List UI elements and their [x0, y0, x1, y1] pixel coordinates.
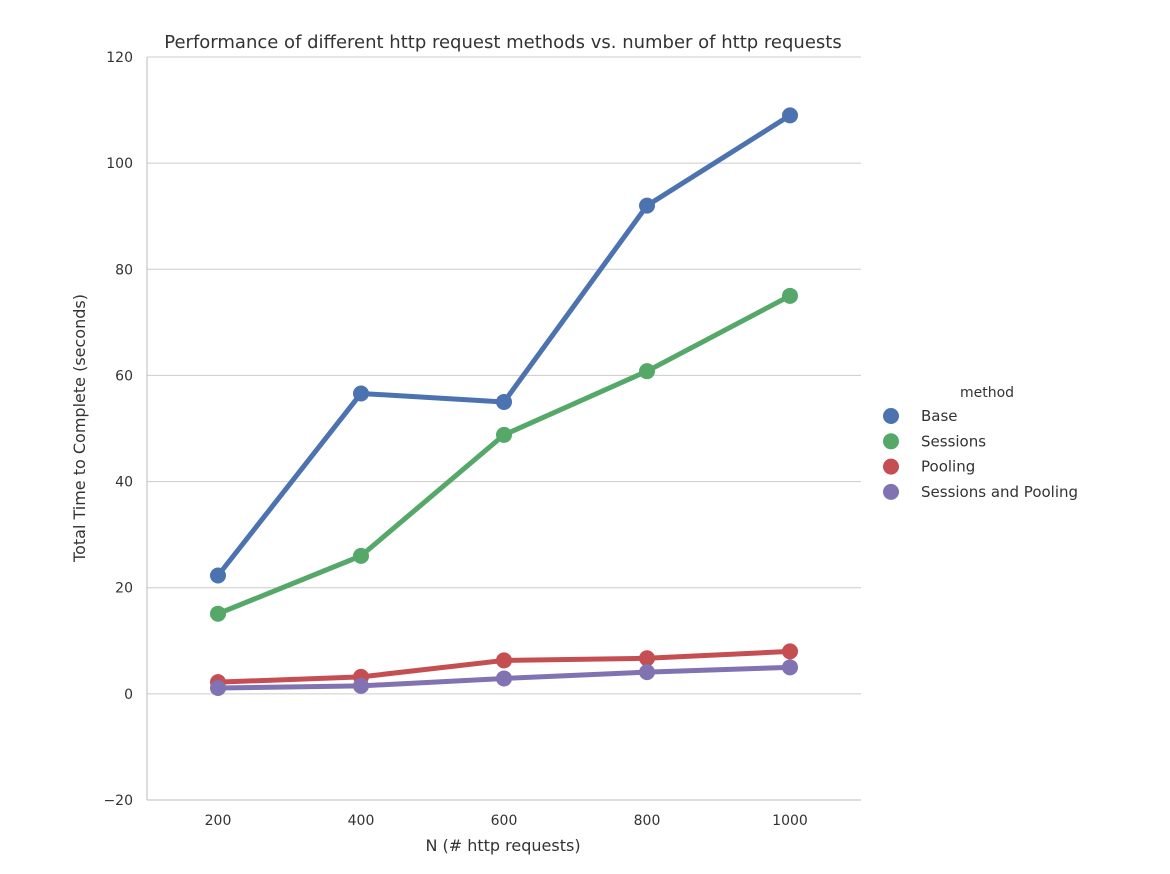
x-tick-label: 400	[348, 813, 375, 829]
legend-items: Base Sessions Pooling Sessions and Pooling	[883, 407, 1078, 501]
series-layer	[210, 107, 798, 697]
tick-labels: −20 0 20 40 60 80 100 120 200 400 600 800 1000	[103, 50, 807, 829]
y-axis-label: Total Time to Complete (seconds)	[70, 294, 89, 563]
legend-label: Sessions and Pooling	[921, 483, 1078, 501]
x-tick-label: 600	[491, 813, 518, 829]
data-point	[639, 650, 655, 667]
data-point	[353, 677, 369, 694]
data-point	[639, 197, 655, 214]
legend-marker	[883, 483, 899, 500]
series-line	[215, 112, 793, 579]
data-point	[353, 547, 369, 564]
series-line	[215, 293, 793, 617]
legend-label: Pooling	[921, 458, 975, 476]
x-tick-label: 1000	[772, 813, 808, 829]
data-point	[496, 426, 512, 443]
y-tick-label: 60	[115, 368, 133, 384]
y-tick-label: 40	[115, 475, 133, 491]
data-point	[210, 680, 226, 697]
legend-marker	[883, 458, 899, 475]
series-sessions	[210, 287, 798, 622]
y-tick-label: 0	[124, 687, 133, 703]
x-tick-label: 800	[634, 813, 661, 829]
y-tick-label: 20	[115, 581, 133, 597]
data-point	[639, 664, 655, 681]
y-tick-label: −20	[103, 793, 133, 809]
y-tick-label: 100	[106, 156, 133, 172]
legend-marker	[883, 408, 899, 424]
data-point	[782, 659, 798, 676]
y-tick-label: 80	[115, 262, 133, 278]
legend-label: Sessions	[921, 432, 986, 450]
legend-label: Base	[921, 407, 958, 425]
series-base	[210, 107, 798, 584]
axes	[146, 57, 861, 801]
x-axis-label: N (# http requests)	[425, 836, 580, 855]
legend-title: method	[960, 385, 1014, 401]
data-point	[496, 652, 512, 669]
y-tick-label: 120	[106, 50, 133, 66]
legend-marker	[883, 433, 899, 450]
data-point	[782, 287, 798, 304]
data-point	[210, 567, 226, 584]
series-sessions-and-pooling	[210, 659, 798, 697]
legend: method Base Sessions Pooling Sessions and P…	[883, 385, 1078, 501]
data-point	[496, 393, 512, 410]
data-point	[210, 605, 226, 622]
data-point	[639, 363, 655, 380]
data-point	[496, 670, 512, 687]
data-point	[782, 107, 798, 124]
chart-title: Performance of different http request me…	[164, 32, 841, 53]
data-point	[353, 385, 369, 402]
gridlines	[147, 56, 861, 801]
x-tick-label: 200	[205, 813, 232, 829]
data-point	[782, 643, 798, 660]
